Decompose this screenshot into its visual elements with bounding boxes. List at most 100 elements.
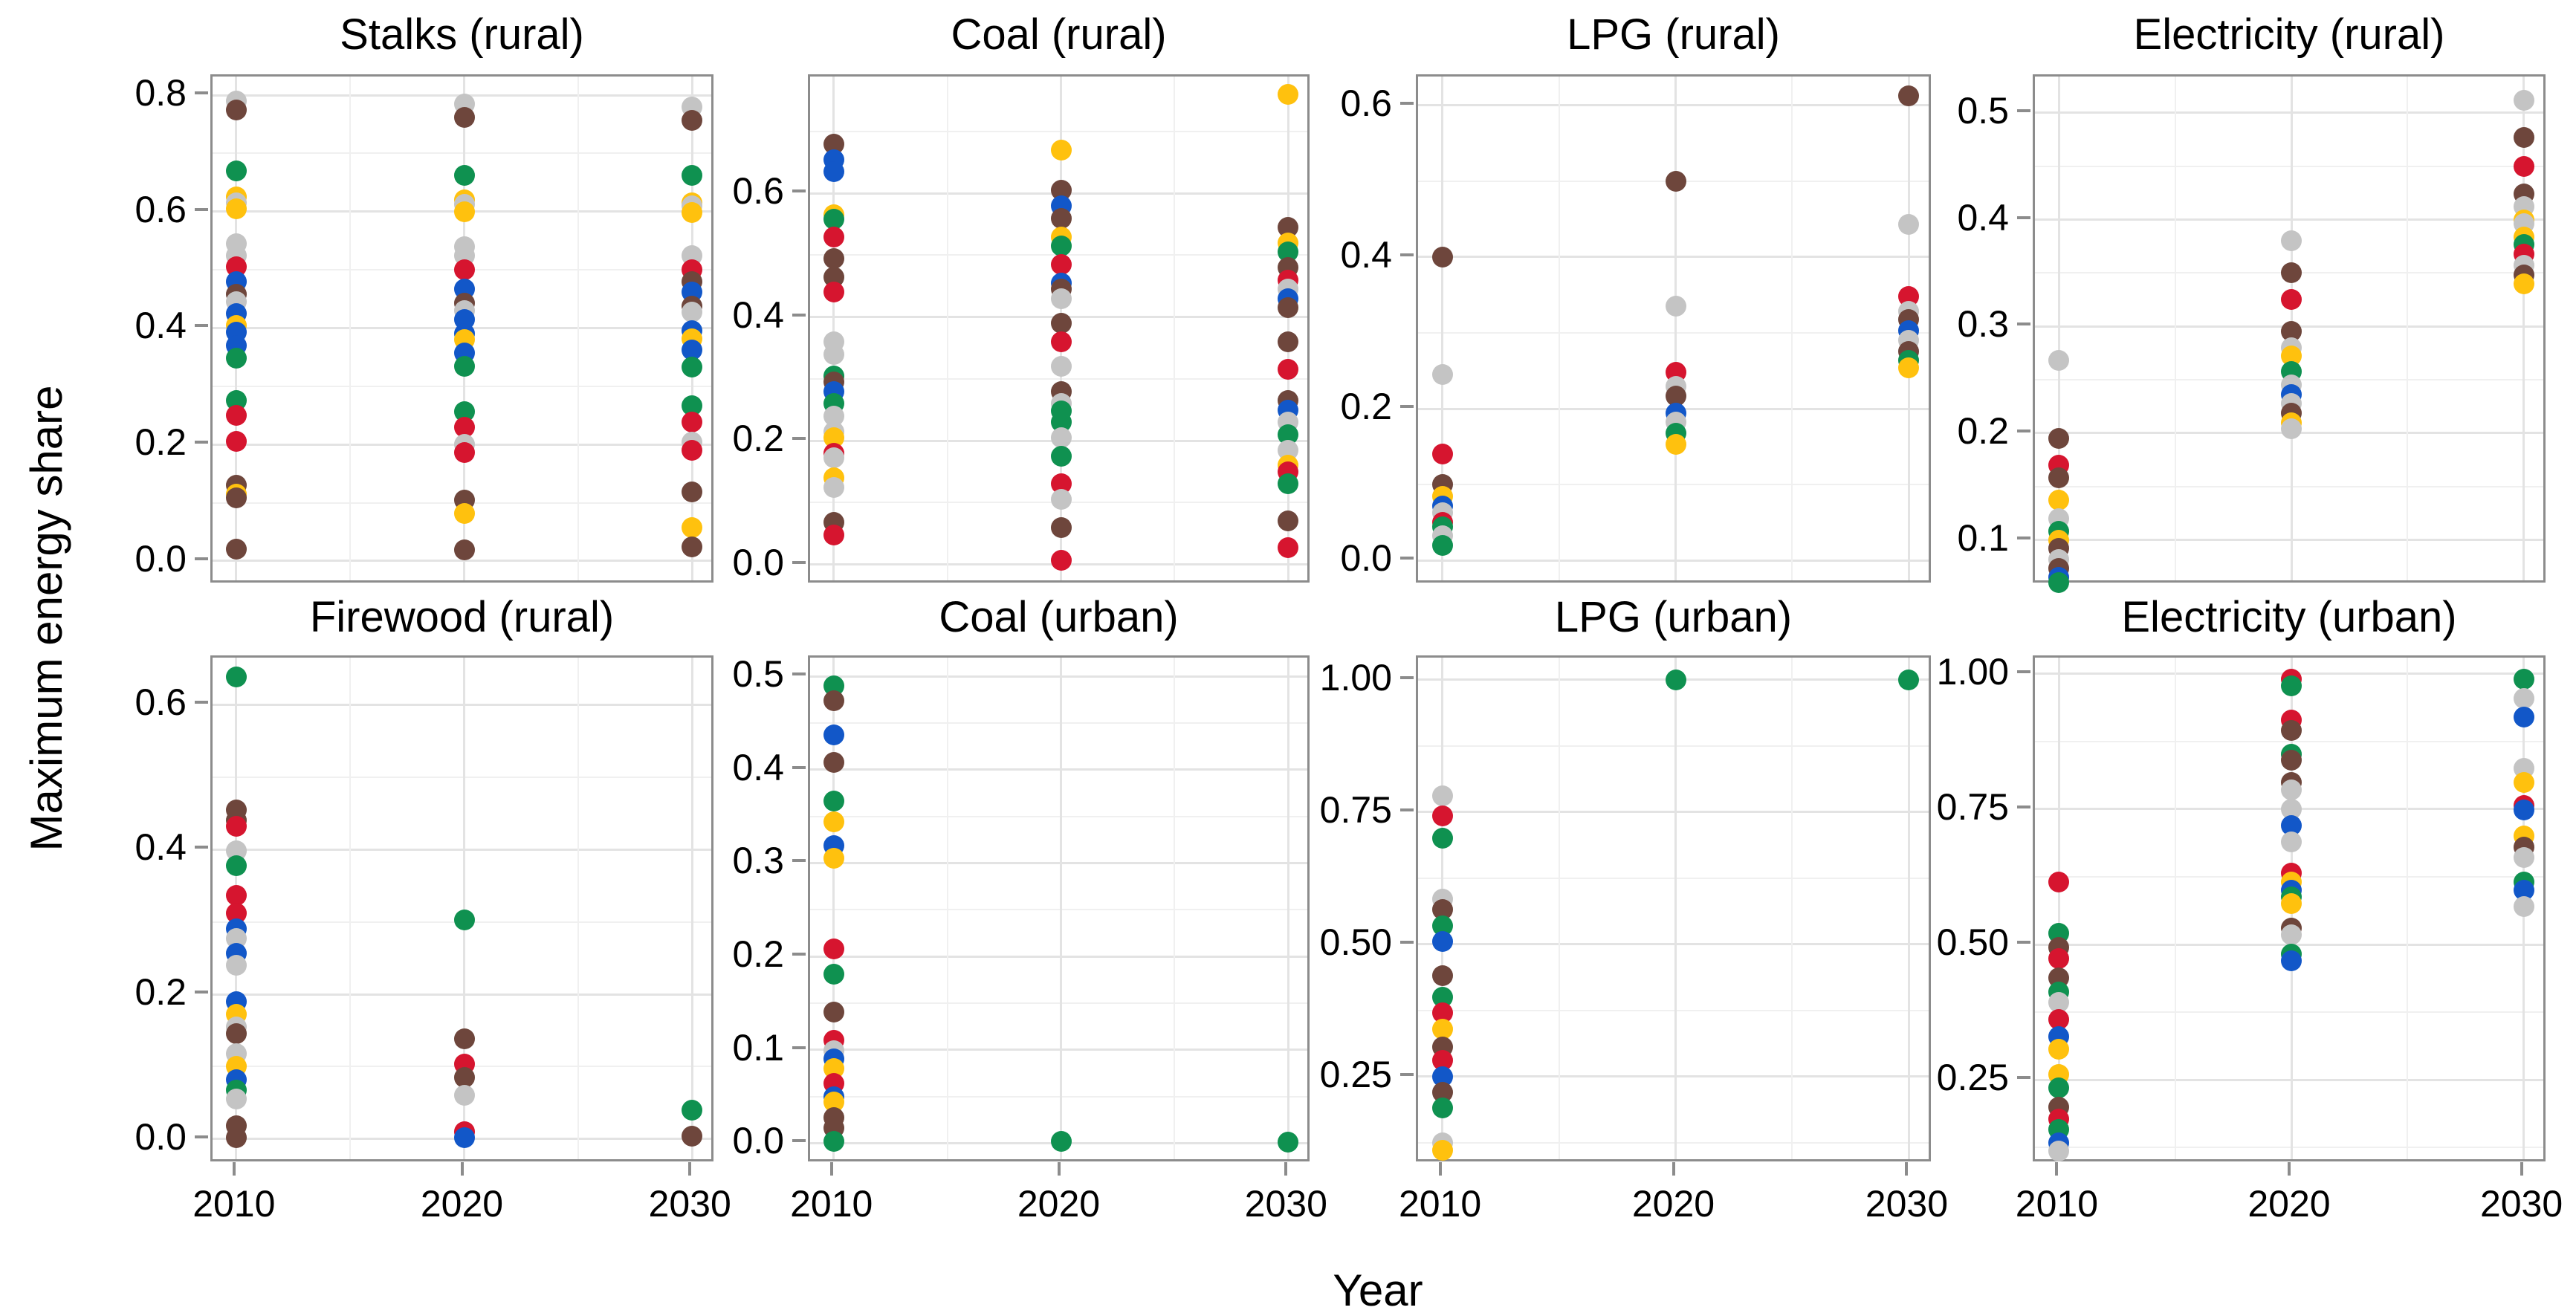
data-point <box>2281 230 2302 252</box>
panel-title-lpg-rural: LPG (rural) <box>1567 10 1780 59</box>
gridline-minor-y <box>1418 1009 1929 1011</box>
gridline-minor-x <box>1174 77 1176 580</box>
y-tick-label: 1.00 <box>1936 650 2009 693</box>
gridline-minor-y <box>1418 332 1929 334</box>
data-point <box>1278 1132 1299 1153</box>
data-point <box>1431 444 1453 465</box>
data-point <box>1431 828 1453 849</box>
gridline-minor-x <box>2407 77 2409 580</box>
data-point <box>2281 289 2302 311</box>
data-point <box>682 481 703 502</box>
data-point <box>225 1127 247 1148</box>
data-point <box>453 442 475 464</box>
x-tick-mark <box>2055 1162 2059 1176</box>
y-tick-label: 0.4 <box>135 826 187 869</box>
data-point <box>823 725 844 746</box>
data-point <box>1898 85 1920 106</box>
y-tick-mark <box>1400 675 1414 679</box>
data-point <box>2513 89 2534 111</box>
data-point <box>682 356 703 377</box>
data-point <box>2048 872 2070 893</box>
data-point <box>1665 385 1686 406</box>
data-point <box>2048 1141 2070 1162</box>
y-tick-label: 0.0 <box>135 1115 187 1158</box>
y-tick-label: 0.4 <box>732 746 784 788</box>
gridline-minor-x <box>349 658 352 1159</box>
data-point <box>2281 262 2302 284</box>
data-point <box>1278 537 1299 559</box>
y-tick-mark <box>195 91 208 95</box>
data-point <box>225 487 247 509</box>
y-tick-label: 0.4 <box>1957 196 2009 239</box>
data-point <box>453 909 475 930</box>
data-point <box>2281 675 2302 696</box>
x-tick-mark <box>829 1162 833 1176</box>
data-point <box>823 690 844 711</box>
y-tick-mark <box>792 859 806 863</box>
data-point <box>225 348 247 369</box>
x-tick-mark <box>1438 1162 1442 1176</box>
y-tick-label: 0.75 <box>1936 785 2009 828</box>
gridline-minor-y <box>1418 745 1929 747</box>
data-point <box>1278 510 1299 532</box>
y-tick-mark <box>792 560 806 564</box>
x-tick-mark <box>460 1162 464 1176</box>
gridline-minor-y <box>810 131 1307 133</box>
panel-title-electricity-urban: Electricity (urban) <box>2121 593 2457 641</box>
y-tick-mark <box>2017 429 2030 432</box>
y-tick-mark <box>195 557 208 560</box>
gridline-major-y <box>213 993 711 996</box>
data-point <box>2513 155 2534 177</box>
panel-electricity-rural <box>2033 74 2546 594</box>
gridline-major-y <box>1418 256 1929 259</box>
data-point <box>2281 950 2302 971</box>
y-tick-label: 0.6 <box>732 170 784 213</box>
x-tick-label: 2010 <box>192 1183 276 1225</box>
y-tick-mark <box>792 953 806 956</box>
gridline-major-x <box>1287 658 1289 1159</box>
panel-coal-urban <box>808 655 1310 1161</box>
gridline-major-y <box>1418 104 1929 107</box>
x-tick-label: 2020 <box>1017 1183 1101 1225</box>
y-tick-mark <box>195 207 208 211</box>
y-tick-mark <box>195 991 208 994</box>
y-tick-label: 0.4 <box>135 305 187 347</box>
data-point <box>1665 434 1686 456</box>
gridline-major-x <box>1907 658 1910 1159</box>
y-tick-mark <box>1400 405 1414 409</box>
data-point <box>682 165 703 187</box>
gridline-minor-y <box>2035 1011 2543 1014</box>
data-point <box>2048 490 2070 511</box>
gridline-major-x <box>463 658 465 1159</box>
y-tick-mark <box>792 672 806 676</box>
data-point <box>2281 831 2302 852</box>
gridline-minor-x <box>2174 77 2176 580</box>
gridline-major-y <box>810 768 1307 771</box>
data-point <box>2281 720 2302 742</box>
data-point <box>823 848 844 869</box>
data-point <box>453 106 475 128</box>
data-point <box>453 201 475 222</box>
data-point <box>823 161 844 183</box>
data-point <box>1050 427 1072 448</box>
data-point <box>823 447 844 469</box>
panel-title-lpg-urban: LPG (urban) <box>1554 593 1793 641</box>
data-point <box>453 259 475 281</box>
y-tick-mark <box>792 189 806 193</box>
y-tick-label: 0.0 <box>1340 537 1392 580</box>
y-tick-label: 0.2 <box>135 971 187 1014</box>
data-point <box>1050 445 1072 467</box>
data-point <box>682 1125 703 1147</box>
panel-firewood-rural <box>210 655 713 1161</box>
data-point <box>453 539 475 560</box>
x-tick-mark <box>688 1162 692 1176</box>
data-point <box>823 811 844 833</box>
y-tick-label: 0.6 <box>135 681 187 724</box>
panel-title-firewood-rural: Firewood (rural) <box>309 593 615 641</box>
data-point <box>225 405 247 426</box>
data-point <box>2048 467 2070 489</box>
gridline-minor-y <box>213 152 711 155</box>
y-tick-mark <box>2017 215 2030 219</box>
y-tick-label: 0.2 <box>1957 409 2009 452</box>
y-tick-mark <box>195 1135 208 1138</box>
